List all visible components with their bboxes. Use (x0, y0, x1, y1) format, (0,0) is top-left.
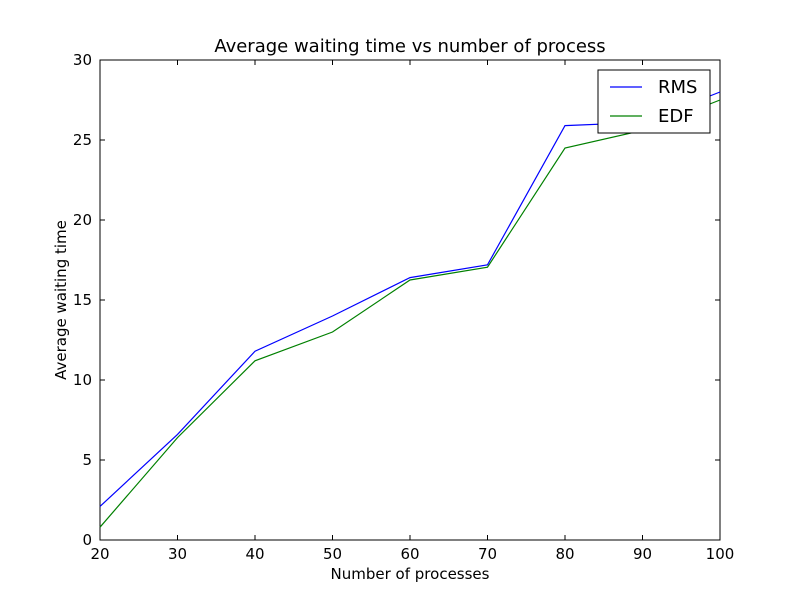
x-tick-label: 20 (90, 545, 109, 563)
chart-title: Average waiting time vs number of proces… (214, 36, 605, 57)
y-tick-label: 10 (73, 371, 92, 389)
y-axis-label: Average waiting time (52, 220, 70, 380)
y-tick-labels: 0 5 10 15 20 25 30 (73, 51, 92, 549)
plot-area (99, 59, 721, 541)
legend: RMS EDF (597, 69, 711, 134)
legend-label-rms: RMS (658, 77, 697, 98)
x-tick-label: 90 (633, 545, 652, 563)
x-tick-label: 30 (168, 545, 187, 563)
plot-frame (99, 59, 721, 541)
y-tick-label: 0 (82, 531, 92, 549)
x-tick-label: 60 (400, 545, 419, 563)
x-tick-labels: 20 30 40 50 60 70 80 90 100 (90, 545, 734, 563)
y-tick-label: 25 (73, 131, 92, 149)
y-tick-label: 15 (73, 291, 92, 309)
legend-label-edf: EDF (658, 106, 694, 127)
x-tick-label: 70 (478, 545, 497, 563)
y-tick-label: 20 (73, 211, 92, 229)
y-tick-label: 5 (82, 451, 92, 469)
x-tick-label: 40 (245, 545, 264, 563)
legend-box (597, 69, 711, 134)
ticks-layer (99, 59, 721, 541)
x-tick-label: 50 (323, 545, 342, 563)
y-tick-label: 30 (73, 51, 92, 69)
x-axis-label: Number of processes (331, 565, 490, 583)
x-tick-label: 80 (555, 545, 574, 563)
series-line-edf (99, 99, 721, 528)
x-tick-label: 100 (706, 545, 735, 563)
